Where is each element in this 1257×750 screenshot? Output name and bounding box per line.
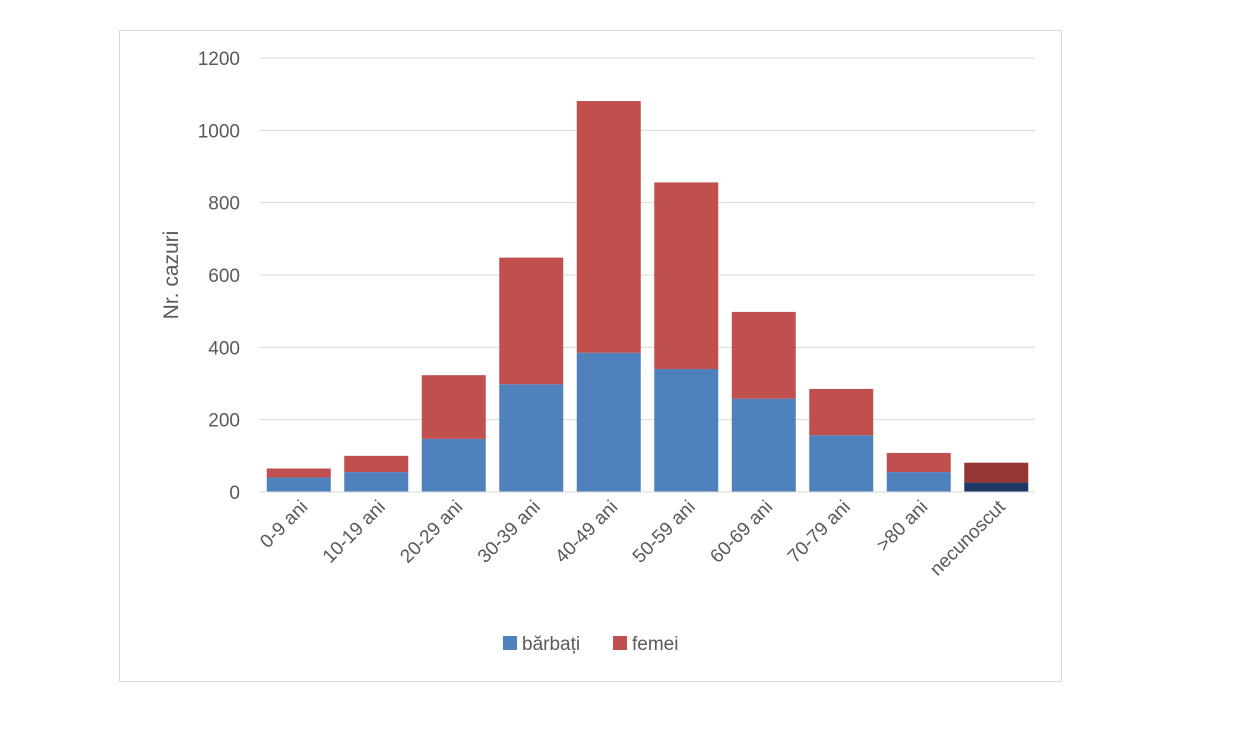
x-tick-label: 30-39 ani bbox=[474, 497, 545, 568]
x-tick-label: necunoscut bbox=[926, 496, 1010, 580]
x-tick-label: 10-19 ani bbox=[319, 497, 390, 568]
y-tick-label: 1200 bbox=[198, 49, 240, 70]
bar-barbati bbox=[266, 477, 331, 492]
bar-barbati bbox=[809, 435, 874, 492]
bar-femei bbox=[499, 257, 564, 385]
bar-barbati bbox=[654, 369, 719, 492]
x-axis-ticks: 0-9 ani 10-19 ani 20-29 ani 30-39 ani 40-49 … bbox=[256, 496, 1010, 580]
bar-barbati bbox=[344, 472, 409, 492]
bar-femei bbox=[654, 182, 719, 370]
x-tick-label: 0-9 ani bbox=[256, 497, 312, 553]
bar-barbati bbox=[886, 472, 951, 492]
bar-femei bbox=[576, 101, 641, 353]
bar-femei bbox=[964, 462, 1029, 483]
bars bbox=[266, 101, 1029, 492]
bar-femei bbox=[886, 452, 951, 473]
legend-swatch bbox=[503, 636, 517, 650]
x-tick-label: 50-59 ani bbox=[629, 497, 700, 568]
x-tick-label: 60-69 ani bbox=[706, 497, 777, 568]
x-tick-label: 40-49 ani bbox=[551, 497, 622, 568]
y-tick-label: 0 bbox=[229, 483, 240, 504]
y-tick-label: 600 bbox=[208, 266, 240, 287]
bar-femei bbox=[731, 311, 796, 399]
bar-barbati bbox=[964, 482, 1029, 492]
x-tick-label: >80 ani bbox=[873, 497, 932, 556]
bar-barbati bbox=[576, 352, 641, 492]
bar-femei bbox=[421, 375, 486, 439]
legend-swatch bbox=[613, 636, 627, 650]
y-tick-label: 200 bbox=[208, 411, 240, 432]
bar-femei bbox=[809, 388, 874, 436]
bar-femei bbox=[344, 455, 409, 473]
y-tick-label: 1000 bbox=[198, 121, 240, 142]
bar-barbati bbox=[499, 384, 564, 492]
bar-femei bbox=[266, 468, 331, 478]
y-axis-label: Nr. cazuri bbox=[160, 231, 183, 320]
gridlines bbox=[260, 57, 1035, 421]
bar-barbati bbox=[421, 438, 486, 492]
y-tick-label: 400 bbox=[208, 338, 240, 359]
x-tick-label: 70-79 ani bbox=[784, 497, 855, 568]
bar-barbati bbox=[731, 398, 796, 492]
legend-label: femei bbox=[632, 634, 678, 655]
y-axis-ticks: 0 200 400 600 800 1000 1200 bbox=[198, 49, 240, 504]
legend-label: bărbați bbox=[522, 634, 580, 655]
y-tick-label: 800 bbox=[208, 194, 240, 215]
x-tick-label: 20-29 ani bbox=[396, 497, 467, 568]
legend: bărbați femei bbox=[503, 634, 678, 655]
